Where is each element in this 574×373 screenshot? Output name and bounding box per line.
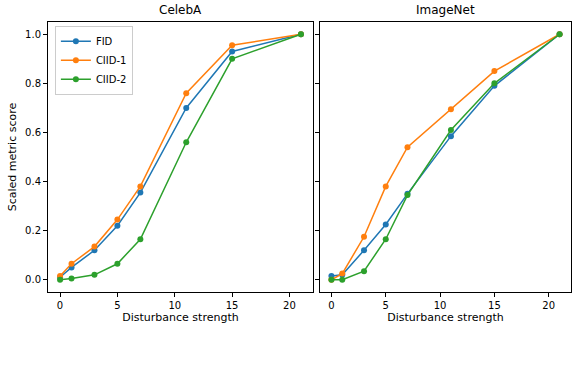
svg-text:20: 20: [542, 300, 555, 311]
svg-text:5: 5: [383, 300, 389, 311]
svg-text:0.4: 0.4: [25, 176, 41, 187]
svg-text:Disturbance strength: Disturbance strength: [387, 311, 503, 324]
svg-text:15: 15: [488, 300, 501, 311]
svg-text:FID: FID: [96, 36, 113, 47]
svg-text:20: 20: [283, 300, 296, 311]
svg-text:CIID-1: CIID-1: [96, 55, 127, 66]
svg-text:0.2: 0.2: [25, 225, 41, 236]
svg-text:5: 5: [114, 300, 120, 311]
svg-text:15: 15: [226, 300, 239, 311]
svg-text:0.8: 0.8: [25, 78, 41, 89]
svg-text:CIID-2: CIID-2: [96, 74, 127, 85]
svg-text:CelebA: CelebA: [159, 3, 202, 17]
svg-text:Scaled metric score: Scaled metric score: [6, 102, 19, 211]
svg-text:0.0: 0.0: [25, 274, 41, 285]
svg-text:10: 10: [168, 300, 181, 311]
svg-text:Disturbance strength: Disturbance strength: [122, 311, 238, 324]
svg-text:10: 10: [434, 300, 447, 311]
svg-text:0: 0: [57, 300, 63, 311]
svg-text:1.0: 1.0: [25, 29, 41, 40]
svg-text:0: 0: [328, 300, 334, 311]
svg-text:0.6: 0.6: [25, 127, 41, 138]
svg-text:ImageNet: ImageNet: [416, 3, 475, 17]
